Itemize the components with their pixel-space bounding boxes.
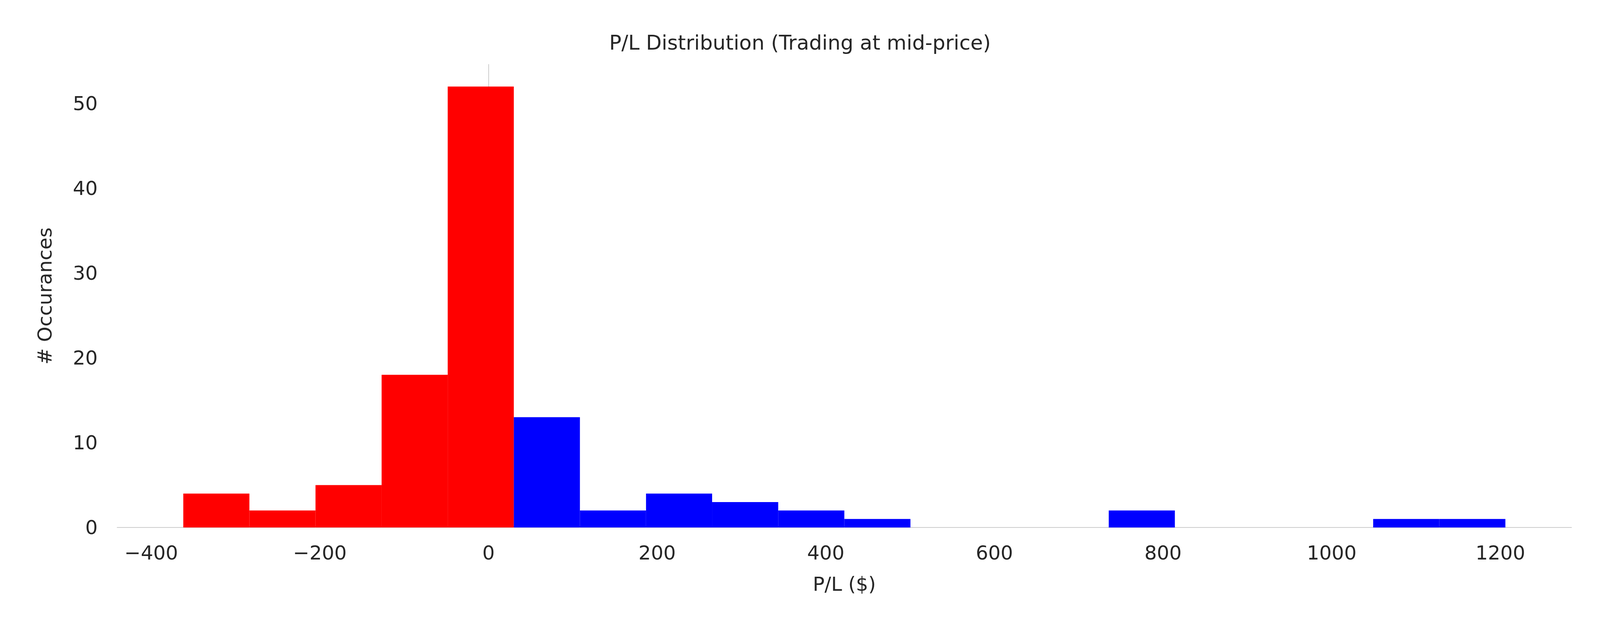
svg-text:400: 400 bbox=[807, 541, 845, 565]
svg-text:P/L ($): P/L ($) bbox=[812, 572, 877, 596]
svg-text:200: 200 bbox=[638, 541, 676, 565]
svg-text:−400: −400 bbox=[124, 541, 179, 565]
svg-text:600: 600 bbox=[975, 541, 1013, 565]
svg-text:1000: 1000 bbox=[1306, 541, 1357, 565]
svg-text:# Occurances: # Occurances bbox=[33, 227, 57, 365]
svg-text:1200: 1200 bbox=[1475, 541, 1525, 565]
svg-text:P/L Distribution (Trading at m: P/L Distribution (Trading at mid-price) bbox=[608, 30, 991, 55]
svg-text:−200: −200 bbox=[292, 541, 347, 565]
svg-text:0: 0 bbox=[482, 541, 495, 565]
svg-text:30: 30 bbox=[72, 261, 98, 285]
svg-text:40: 40 bbox=[72, 176, 98, 200]
svg-text:0: 0 bbox=[85, 516, 98, 539]
svg-text:20: 20 bbox=[72, 346, 98, 370]
svg-text:50: 50 bbox=[72, 92, 98, 115]
svg-text:10: 10 bbox=[72, 431, 98, 454]
svg-text:800: 800 bbox=[1144, 541, 1182, 565]
